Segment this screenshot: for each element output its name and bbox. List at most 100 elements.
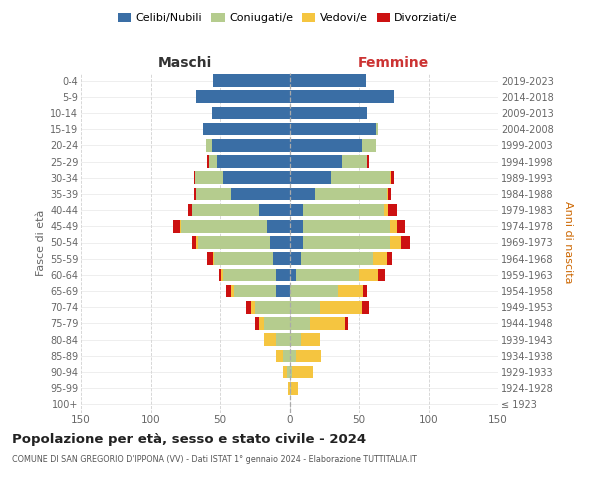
Legend: Celibi/Nubili, Coniugati/e, Vedovi/e, Divorziati/e: Celibi/Nubili, Coniugati/e, Vedovi/e, Di… [113, 8, 463, 28]
Bar [290, 285, 338, 298]
Bar [259, 204, 290, 216]
Bar [214, 252, 273, 265]
Bar [296, 268, 359, 281]
Bar [267, 220, 290, 232]
Bar [275, 268, 290, 281]
Bar [179, 220, 181, 232]
Bar [359, 268, 379, 281]
Bar [389, 172, 391, 184]
Bar [192, 236, 196, 249]
Bar [208, 252, 213, 265]
Bar [195, 172, 223, 184]
Bar [331, 172, 389, 184]
Bar [387, 188, 388, 200]
Bar [362, 301, 369, 314]
Bar [290, 317, 310, 330]
Bar [265, 317, 290, 330]
Bar [387, 252, 392, 265]
Bar [196, 188, 231, 200]
Bar [275, 334, 290, 346]
Y-axis label: Anni di nascita: Anni di nascita [563, 201, 573, 283]
Bar [234, 285, 275, 298]
Bar [290, 268, 296, 281]
Bar [363, 285, 367, 298]
Bar [296, 350, 322, 362]
Bar [362, 139, 376, 151]
Bar [310, 317, 345, 330]
Bar [231, 285, 234, 298]
Bar [212, 139, 290, 151]
Bar [192, 204, 259, 216]
Bar [212, 106, 290, 120]
Bar [373, 252, 387, 265]
Bar [290, 204, 304, 216]
Bar [259, 317, 265, 330]
Bar [255, 301, 290, 314]
Bar [218, 268, 221, 281]
Bar [196, 236, 198, 249]
Bar [290, 155, 343, 168]
Bar [304, 220, 389, 232]
Bar [389, 220, 397, 232]
Bar [290, 188, 314, 200]
Text: Maschi: Maschi [158, 56, 212, 70]
Bar [290, 123, 376, 136]
Bar [275, 285, 290, 298]
Bar [247, 301, 251, 314]
Bar [304, 204, 384, 216]
Bar [292, 366, 313, 378]
Bar [203, 123, 290, 136]
Bar [283, 366, 287, 378]
Bar [226, 285, 231, 298]
Bar [301, 252, 373, 265]
Bar [181, 220, 267, 232]
Bar [401, 236, 410, 249]
Bar [290, 334, 301, 346]
Bar [290, 139, 362, 151]
Bar [290, 106, 367, 120]
Text: Femmine: Femmine [358, 56, 430, 70]
Bar [223, 268, 275, 281]
Y-axis label: Fasce di età: Fasce di età [35, 210, 46, 276]
Text: Popolazione per età, sesso e stato civile - 2024: Popolazione per età, sesso e stato civil… [12, 432, 366, 446]
Bar [221, 268, 223, 281]
Text: COMUNE DI SAN GREGORIO D'IPPONA (VV) - Dati ISTAT 1° gennaio 2024 - Elaborazione: COMUNE DI SAN GREGORIO D'IPPONA (VV) - D… [12, 455, 417, 464]
Bar [290, 74, 366, 87]
Bar [379, 268, 385, 281]
Bar [223, 172, 290, 184]
Bar [290, 301, 320, 314]
Bar [194, 172, 195, 184]
Bar [290, 350, 296, 362]
Bar [208, 155, 209, 168]
Bar [338, 285, 363, 298]
Bar [345, 317, 348, 330]
Bar [198, 236, 270, 249]
Bar [367, 155, 369, 168]
Bar [206, 139, 212, 151]
Bar [388, 188, 391, 200]
Bar [213, 252, 214, 265]
Bar [343, 155, 367, 168]
Bar [290, 252, 301, 265]
Bar [251, 301, 255, 314]
Bar [273, 252, 290, 265]
Bar [287, 366, 290, 378]
Bar [283, 350, 290, 362]
Bar [290, 172, 331, 184]
Bar [290, 90, 394, 103]
Bar [196, 90, 290, 103]
Bar [290, 236, 304, 249]
Bar [275, 350, 283, 362]
Bar [290, 366, 292, 378]
Bar [265, 334, 275, 346]
Bar [291, 382, 298, 394]
Bar [397, 220, 405, 232]
Bar [391, 172, 394, 184]
Bar [389, 236, 401, 249]
Bar [209, 155, 217, 168]
Bar [388, 204, 397, 216]
Bar [320, 301, 362, 314]
Bar [194, 188, 196, 200]
Bar [304, 236, 389, 249]
Bar [173, 220, 179, 232]
